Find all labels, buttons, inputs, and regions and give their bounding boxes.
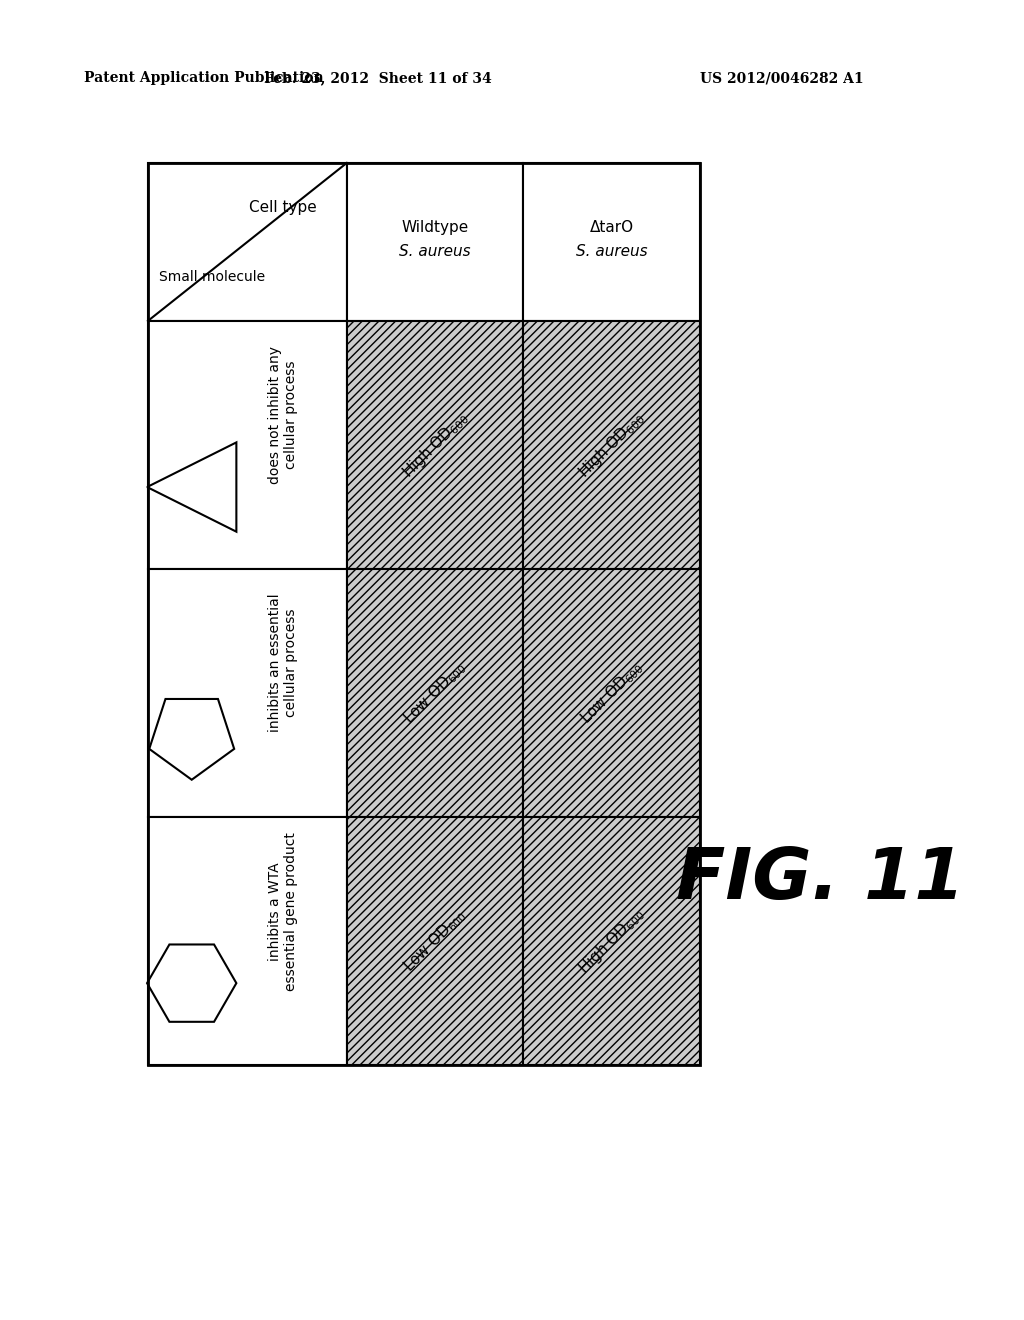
Text: Small molecule: Small molecule xyxy=(159,269,264,284)
Text: Feb. 23, 2012  Sheet 11 of 34: Feb. 23, 2012 Sheet 11 of 34 xyxy=(264,71,492,84)
Bar xyxy=(347,162,523,321)
Text: Low OD$_{600}$: Low OD$_{600}$ xyxy=(577,657,647,729)
Text: Low OD$_{600}$: Low OD$_{600}$ xyxy=(400,657,470,729)
Bar xyxy=(347,569,523,817)
Text: Patent Application Publication: Patent Application Publication xyxy=(84,71,324,84)
Text: inhibits a WTA
essential gene product: inhibits a WTA essential gene product xyxy=(268,832,298,990)
Text: US 2012/0046282 A1: US 2012/0046282 A1 xyxy=(700,71,863,84)
Bar xyxy=(523,569,700,817)
Text: S. aureus: S. aureus xyxy=(575,244,647,260)
Bar xyxy=(148,569,347,817)
Text: High OD$_{600}$: High OD$_{600}$ xyxy=(574,904,648,978)
Text: High OD$_{600}$: High OD$_{600}$ xyxy=(574,408,648,482)
Text: does not inhibit any
cellular process: does not inhibit any cellular process xyxy=(268,346,298,484)
Bar xyxy=(523,817,700,1065)
Text: Wildtype: Wildtype xyxy=(401,220,469,235)
Text: High OD$_{600}$: High OD$_{600}$ xyxy=(398,408,472,482)
Bar xyxy=(148,162,347,321)
Bar xyxy=(523,162,700,321)
Bar xyxy=(148,321,347,569)
Bar xyxy=(347,817,523,1065)
Bar xyxy=(347,321,523,569)
Text: FIG. 11: FIG. 11 xyxy=(676,846,965,915)
Text: Cell type: Cell type xyxy=(249,199,317,215)
Text: ΔtarO: ΔtarO xyxy=(590,220,634,235)
Bar xyxy=(148,817,347,1065)
Bar xyxy=(148,162,700,1065)
Bar xyxy=(523,321,700,569)
Text: Low OD$_{600}$: Low OD$_{600}$ xyxy=(400,906,470,975)
Text: inhibits an essential
cellular process: inhibits an essential cellular process xyxy=(268,594,298,733)
Text: S. aureus: S. aureus xyxy=(399,244,471,260)
